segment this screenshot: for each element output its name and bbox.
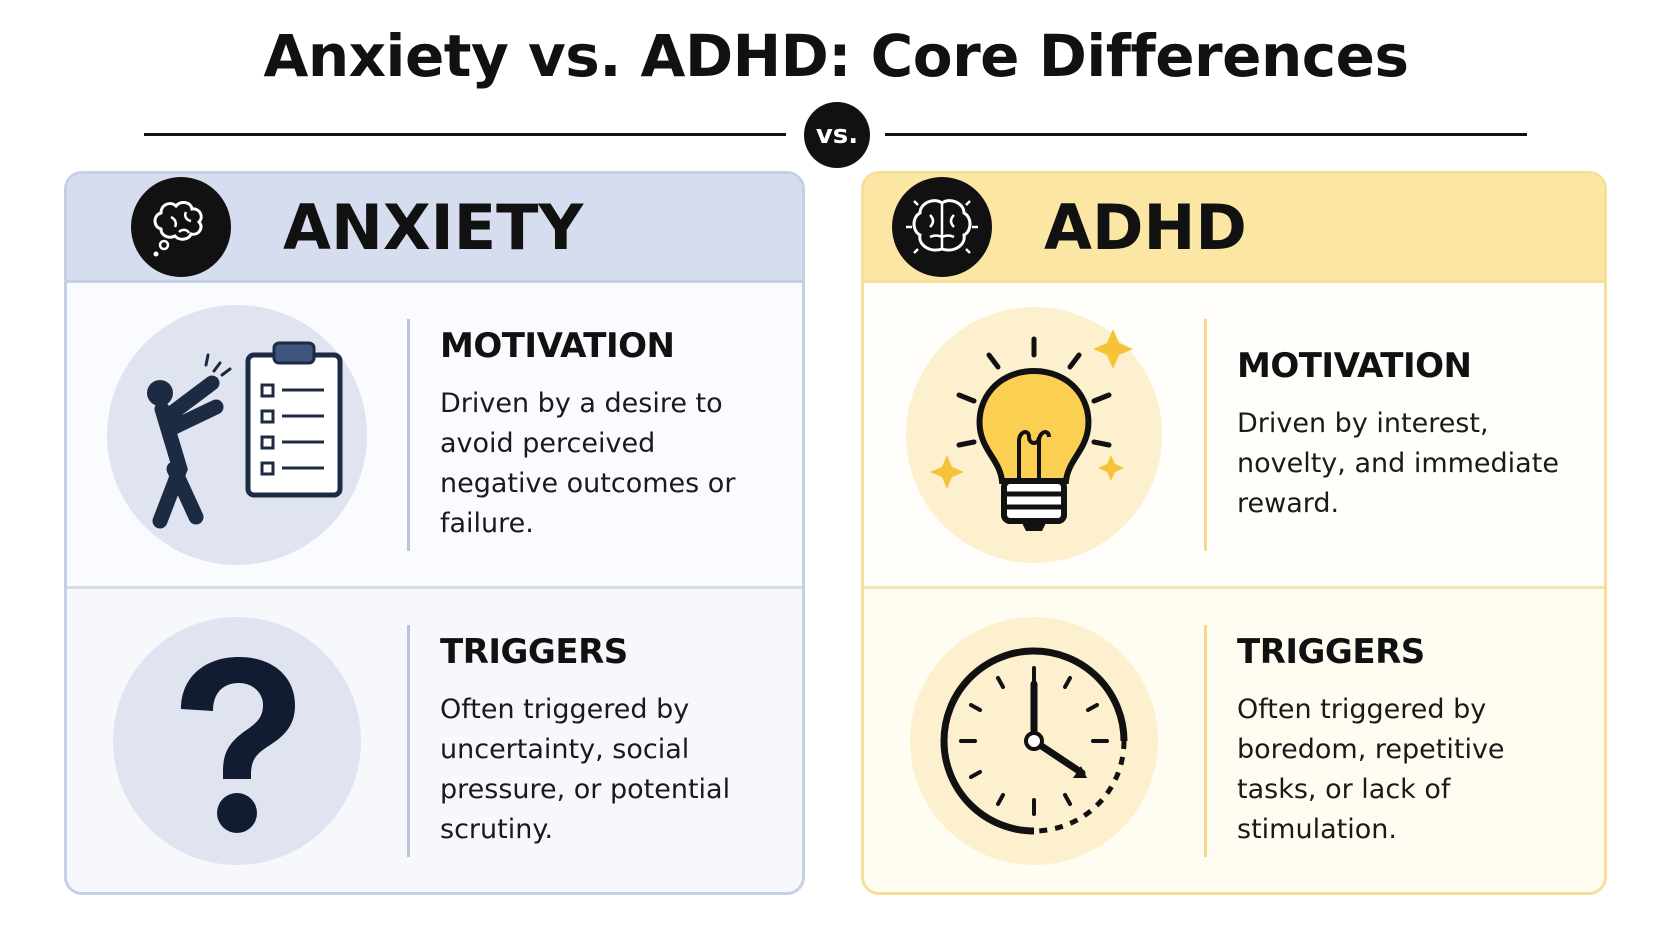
bulb-icon	[906, 306, 1162, 563]
icon-shape	[260, 383, 324, 475]
divider	[1204, 318, 1207, 551]
adhd-card: ADHD MOTIVATION Driven by interest, nove…	[861, 171, 1607, 895]
card-header: ANXIETY	[67, 174, 802, 283]
icon-shape	[1017, 429, 1051, 481]
rule	[885, 133, 1527, 136]
icon-shape	[1073, 765, 1087, 778]
icon-shape	[260, 435, 275, 449]
divider	[407, 318, 410, 551]
column-title: ADHD	[1044, 190, 1247, 264]
icon-shape	[1001, 477, 1067, 524]
section: MOTIVATION Driven by interest, novelty, …	[864, 283, 1604, 589]
section-heading: MOTIVATION	[440, 325, 675, 366]
card-header: ADHD	[864, 174, 1604, 283]
icon	[67, 304, 407, 565]
icon-shape	[217, 792, 257, 833]
icon	[864, 616, 1204, 866]
icon-shape	[204, 353, 232, 376]
section-heading: MOTIVATION	[1237, 345, 1472, 386]
section-heading: TRIGGERS	[1237, 631, 1425, 672]
brain-icon	[892, 177, 992, 277]
section-text: TRIGGERS Often triggered by uncertainty,…	[410, 632, 780, 850]
icon-shape	[158, 239, 170, 251]
vs-badge: vs.	[804, 102, 870, 168]
rule	[144, 133, 786, 136]
section-body: Often triggered by boredom, repetitive t…	[1237, 693, 1505, 845]
icon-shape	[153, 200, 203, 241]
divider	[1204, 624, 1207, 857]
avoid-icon	[107, 304, 367, 565]
divider	[407, 624, 410, 857]
icon-shape	[272, 341, 316, 364]
section: MOTIVATION Driven by a desire to avoid p…	[67, 283, 802, 589]
anxiety-card: ANXIETY MOTIVATION Driven by a d	[64, 171, 805, 895]
icon-shape	[260, 383, 275, 397]
clock-icon	[910, 616, 1158, 865]
section-text: MOTIVATION Driven by interest, novelty, …	[1207, 346, 1577, 524]
section-text: TRIGGERS Often triggered by boredom, rep…	[1207, 632, 1577, 850]
icon-shape	[976, 367, 1092, 484]
section-body: Driven by a desire to avoid perceived ne…	[440, 387, 736, 539]
title: Anxiety vs. ADHD: Core Differences	[263, 22, 1409, 90]
icon-shape	[906, 200, 978, 254]
icon-shape	[260, 461, 275, 475]
icon-shape	[147, 379, 173, 406]
column-title: ANXIETY	[283, 190, 584, 264]
section: TRIGGERS Often triggered by boredom, rep…	[864, 589, 1604, 892]
icon-shape	[170, 211, 192, 234]
section-body: Driven by interest, novelty, and immedia…	[1237, 407, 1559, 519]
icon-shape	[181, 656, 295, 779]
icon-shape	[153, 251, 159, 257]
question-icon	[113, 616, 361, 865]
section: TRIGGERS Often triggered by uncertainty,…	[67, 589, 802, 892]
icon-shape	[1021, 520, 1047, 531]
icon-shape	[930, 328, 1133, 489]
section-body: Often triggered by uncertainty, social p…	[440, 693, 731, 845]
icon-shape	[929, 203, 955, 249]
icon-shape	[940, 647, 1128, 834]
section-text: MOTIVATION Driven by a desire to avoid p…	[410, 326, 780, 544]
icon-shape	[1004, 491, 1064, 509]
icon-shape	[1024, 730, 1044, 751]
icon-shape	[956, 336, 1112, 447]
icon	[67, 616, 407, 865]
icon-shape	[152, 375, 224, 528]
icon-shape	[1033, 740, 1127, 833]
icon	[864, 305, 1204, 565]
icon-shape	[959, 665, 1109, 816]
icon-shape	[260, 409, 275, 423]
section-heading: TRIGGERS	[440, 631, 628, 672]
icon-shape	[131, 177, 231, 277]
brain-icon	[131, 177, 231, 277]
